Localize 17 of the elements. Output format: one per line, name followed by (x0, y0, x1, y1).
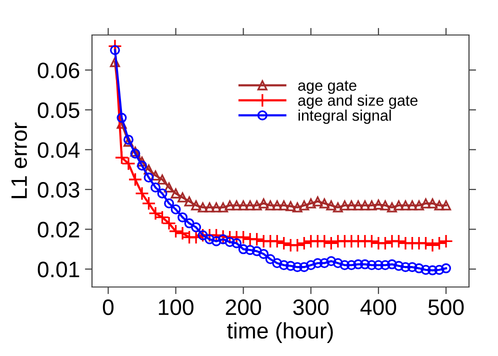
x-tick-label: 500 (428, 299, 464, 316)
y-tick-label: 0.05 (38, 102, 80, 118)
x-tick-label: 400 (360, 299, 396, 316)
y-tick-label: 0.02 (38, 222, 80, 238)
x-tick-label: 300 (293, 299, 329, 316)
legend-label: age gate (298, 80, 356, 94)
legend-label: age and size gate (298, 94, 418, 109)
y-tick-label: 0.01 (38, 262, 80, 278)
y-axis-title: L1 error (11, 122, 27, 198)
x-axis-title: time (hour) (227, 322, 333, 344)
x-tick-label: 0 (102, 299, 114, 316)
x-tick-label: 100 (158, 299, 194, 316)
legend-label: integral signal (298, 110, 391, 124)
y-tick-label: 0.04 (38, 142, 80, 158)
y-tick-label: 0.06 (38, 62, 80, 78)
x-tick-label: 200 (226, 299, 262, 316)
y-tick-label: 0.03 (38, 182, 80, 198)
